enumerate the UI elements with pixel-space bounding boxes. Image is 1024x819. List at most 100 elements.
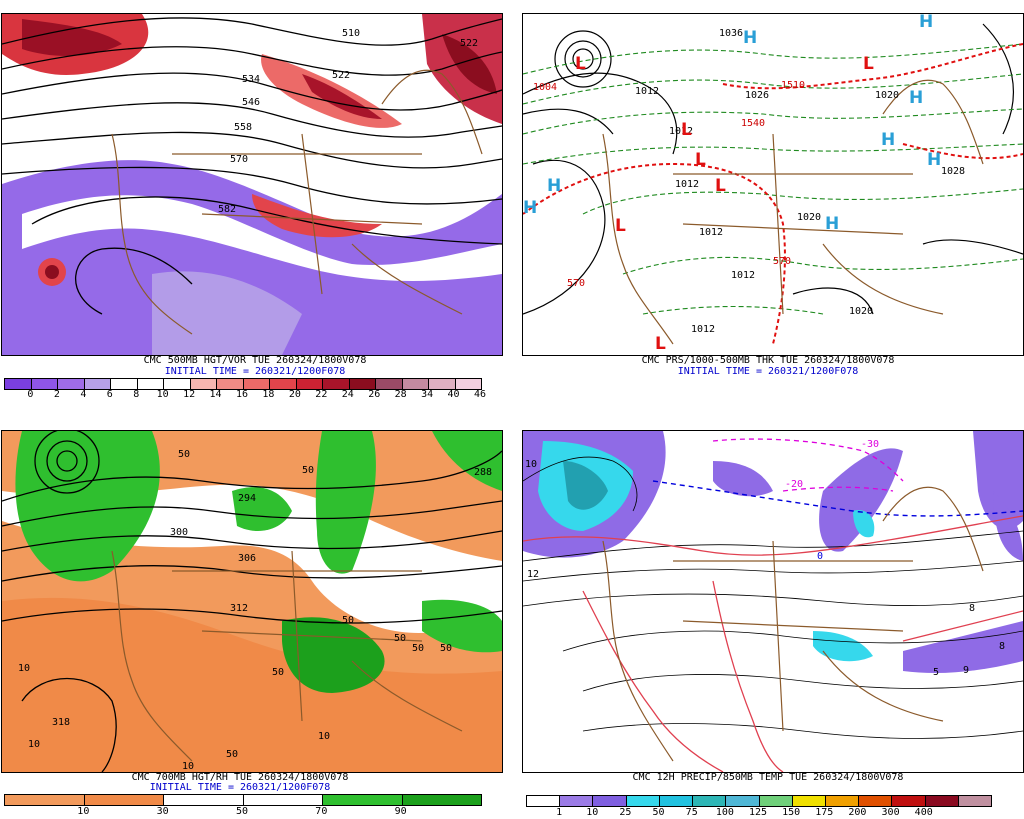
colorbar-swatch [455,379,481,389]
hgt-label-312: 312 [230,603,249,614]
contour-label-522-ne: 522 [460,38,479,49]
rh-label-10: 10 [182,761,195,772]
map-precip: 10 12 5 8 8 9 0 -30 -20 [522,430,1024,773]
rh-label-50: 50 [302,465,315,476]
colorbar-swatch [659,796,694,806]
high-pressure-symbol: H [881,130,896,150]
rh-label-50: 50 [226,749,239,760]
caption-500mb: CMC 500MB HGT/VOR TUE 260324/1800V078 [143,355,367,366]
colorbar-swatch [164,379,191,389]
colorbar-tick-label: 300 [881,807,900,818]
hgt-label-306: 306 [238,553,257,564]
isobar-label-1012-d: 1012 [699,227,724,238]
colorbar-swatch [5,795,85,805]
colorbar-swatch [296,379,323,389]
colorbar-swatch [958,796,992,806]
colorbar-swatch [243,795,323,805]
rh-label-10: 10 [18,663,31,674]
rh-label-50: 50 [412,643,425,654]
colorbar-tick-label: 25 [619,807,632,818]
colorbar-500mb-ticks: 0 2 4 6 8 10 12 14 16 18 20 22 24 26 28 34 40 46 [4,389,486,401]
colorbar-swatch [726,796,760,806]
colorbar-tick-label: 1 [556,807,563,818]
colorbar-swatch [58,379,85,389]
colorbar-tick-label: 125 [748,807,768,818]
isobar-label-1020-a: 1020 [875,90,900,101]
rh-label-10: 10 [28,739,41,750]
map-700mb-graphic [2,431,502,772]
colorbar-tick-label: 46 [473,389,487,400]
rh-label-50: 50 [342,615,355,626]
colorbar-tick-label: 200 [848,807,867,818]
colorbar-swatch [925,796,959,806]
hgt-label-318: 318 [52,717,71,728]
colorbar-tick-label: 6 [106,389,113,400]
contour-label-582: 582 [218,204,237,215]
colorbar-tick-label: 75 [685,807,698,818]
temp-label-minus-20: -20 [785,479,804,490]
rh-label-50: 50 [272,667,285,678]
hgt-label-294: 294 [238,493,257,504]
colorbar-tick-label: 18 [262,389,275,400]
low-pressure-symbol: L [655,334,666,354]
contour-label-558: 558 [234,122,253,133]
contour-label-510: 510 [342,28,361,39]
contour-label-534: 534 [242,74,261,85]
colorbar-swatch [792,796,826,806]
temp-label-0: 0 [817,551,824,562]
colorbar-tick-label: 8 [133,389,140,400]
colorbar-swatch [31,379,58,389]
colorbar-swatch [190,379,217,389]
temp-label-minus-30: -30 [861,439,880,450]
contour-label-570: 570 [230,154,249,165]
colorbar-tick-label: 4 [80,389,87,400]
caption-prs-thk: CMC PRS/1000-500MB THK TUE 260324/1800V0… [641,355,895,366]
isobar-label-1036: 1036 [719,28,744,39]
thickness-label-1540: 1540 [741,118,766,129]
initial-time-700mb: INITIAL TIME = 260321/1200F078 [149,782,331,793]
colorbar-swatch [560,796,594,806]
rh-label-50: 50 [178,449,191,460]
colorbar-swatch [164,795,244,805]
colorbar-tick-label: 10 [156,389,169,400]
isobar-label-1012-c: 1012 [675,179,700,190]
high-pressure-symbol: H [547,176,562,196]
colorbar-tick-label: 30 [156,806,169,817]
colorbar-tick-label: 26 [368,389,381,400]
isobar-label-1012-e: 1012 [731,270,756,281]
colorbar-swatch [593,796,627,806]
caption-700mb: CMC 700MB HGT/RH TUE 260324/1800V078 [131,772,349,783]
high-pressure-symbol: H [743,28,758,48]
thickness-label-1510: 1510 [781,80,806,91]
colorbar-tick-label: 400 [914,807,933,818]
temp-label-8: 8 [999,641,1006,652]
map-500mb: 510 522 534 546 558 570 582 522 [1,13,503,356]
colorbar-tick-label: 16 [235,389,249,400]
colorbar-swatch [527,796,561,806]
isobar-label-1012-f: 1012 [691,324,716,335]
colorbar-tick-label: 20 [288,389,301,400]
high-pressure-symbol: H [919,13,934,32]
temp-label-5: 5 [933,667,940,678]
colorbar-tick-label: 14 [209,389,222,400]
low-pressure-symbol: L [681,120,692,140]
isobar-label-1012-b: 1012 [669,126,694,137]
colorbar-tick-label: 70 [315,806,328,817]
colorbar-tick-label: 28 [394,389,407,400]
panel-500mb-hgt-vort: 510 522 534 546 558 570 582 522 CMC 500M… [0,0,510,400]
colorbar-swatch [243,379,270,389]
hgt-label-300: 300 [170,527,189,538]
map-700mb: 50 50 294 300 306 312 318 10 10 10 50 50… [1,430,503,773]
colorbar-tick-label: 10 [586,807,599,818]
colorbar-swatch [323,795,403,805]
colorbar-tick-label: 24 [341,389,354,400]
colorbar-tick-label: 0 [27,389,34,400]
isobar-label-1004: 1004 [533,82,558,93]
low-pressure-symbol: L [863,54,874,74]
colorbar-swatch [84,795,164,805]
high-pressure-symbol: H [523,198,538,218]
isobar-label-1012-a: 1012 [635,86,660,97]
colorbar-tick-label: 12 [183,389,196,400]
map-prs-thk-graphic [523,23,1023,345]
contour-label-546: 546 [242,97,261,108]
